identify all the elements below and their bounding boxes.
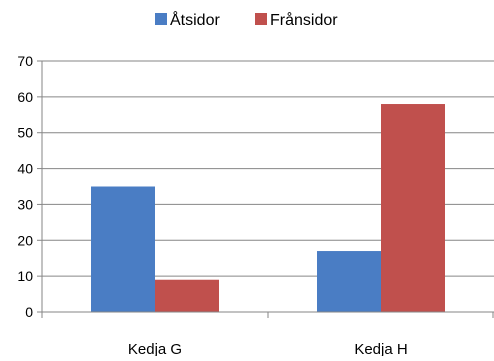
legend-label: Frånsidor bbox=[270, 11, 338, 29]
legend: Åtsidor Frånsidor bbox=[155, 10, 338, 29]
y-tick-label: 40 bbox=[17, 161, 33, 177]
bar-frånsidor-kedja-g bbox=[155, 279, 219, 312]
y-axis: 0 10 20 30 40 50 60 70 bbox=[17, 53, 43, 320]
legend-swatch bbox=[255, 13, 267, 25]
bars bbox=[91, 104, 445, 313]
bar-åtsidor-kedja-g bbox=[91, 186, 155, 312]
y-tick-label: 10 bbox=[17, 268, 33, 284]
y-tick-label: 20 bbox=[17, 232, 33, 248]
x-tick-label: Kedja G bbox=[128, 341, 182, 356]
x-tick-label: Kedja H bbox=[354, 341, 407, 356]
bar-åtsidor-kedja-h bbox=[317, 251, 381, 312]
x-axis: Kedja G Kedja H bbox=[41, 311, 494, 358]
legend-label: Åtsidor bbox=[170, 10, 220, 29]
legend-swatch bbox=[155, 13, 167, 25]
y-tick-label: 70 bbox=[17, 53, 33, 69]
y-tick-label: 0 bbox=[25, 304, 33, 320]
y-tick-label: 50 bbox=[17, 125, 33, 141]
y-tick-label: 30 bbox=[17, 196, 33, 212]
y-tick-label: 60 bbox=[17, 89, 33, 105]
bar-frånsidor-kedja-h bbox=[381, 104, 445, 313]
